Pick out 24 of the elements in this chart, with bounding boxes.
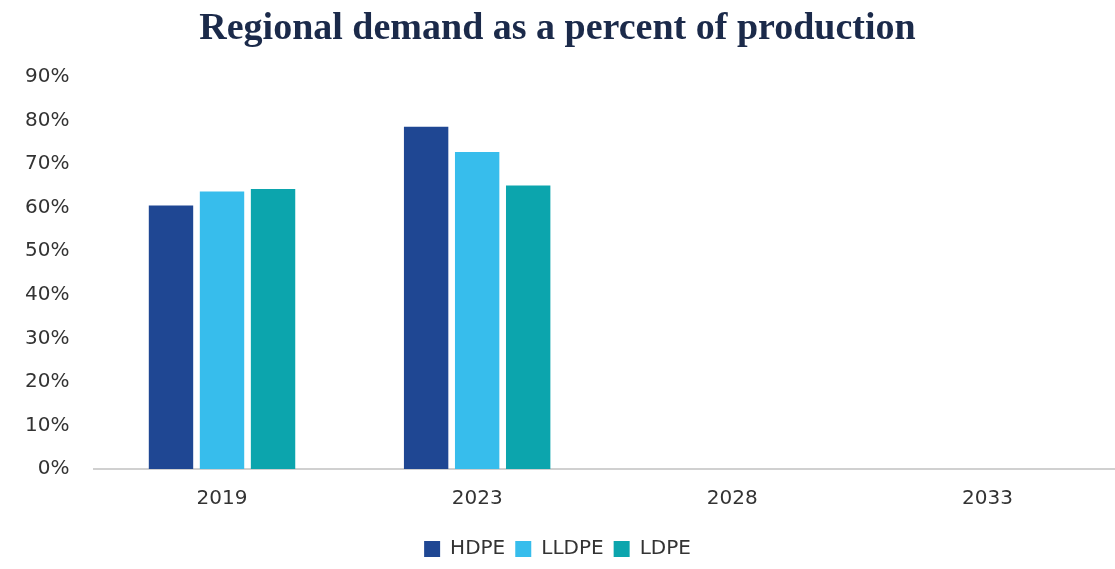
bar xyxy=(199,191,245,469)
legend-label: LLDPE xyxy=(541,535,604,560)
x-tick-label: 2028 xyxy=(706,485,758,510)
bar xyxy=(505,185,551,469)
y-tick-label: 30% xyxy=(25,324,70,349)
y-tick-label: 80% xyxy=(25,106,70,131)
y-tick-label: 10% xyxy=(25,411,70,436)
y-tick-label: 20% xyxy=(25,368,70,393)
x-tick-label: 2033 xyxy=(961,485,1013,510)
x-tick-label: 2023 xyxy=(451,485,503,510)
bar xyxy=(148,205,194,469)
y-tick-label: 60% xyxy=(25,193,70,218)
y-tick-label: 40% xyxy=(25,280,70,305)
y-tick-label: 70% xyxy=(25,150,70,175)
bar xyxy=(250,188,296,469)
y-tick-label: 50% xyxy=(25,237,70,262)
bar xyxy=(454,151,500,469)
y-tick-label: 90% xyxy=(25,63,70,88)
bar xyxy=(403,126,449,469)
legend-label: HDPE xyxy=(450,535,506,560)
chart-title: Regional demand as a percent of production xyxy=(198,4,917,48)
legend-label: LDPE xyxy=(639,535,691,560)
x-tick-label: 2019 xyxy=(196,485,248,510)
y-tick-label: 0% xyxy=(37,455,70,480)
